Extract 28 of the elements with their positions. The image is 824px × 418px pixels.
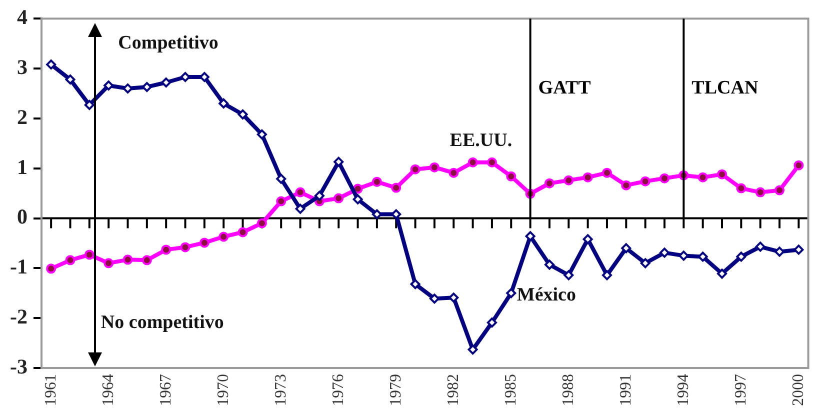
x-tick-label: 1982 <box>444 374 462 406</box>
x-tick-label: 2000 <box>790 374 807 406</box>
x-tick-label: 1991 <box>617 374 634 406</box>
x-tick-label: 1961 <box>42 374 60 406</box>
y-tick-label: 4 <box>16 5 28 30</box>
x-tick-label: 1964 <box>100 374 117 406</box>
y-tick-label: 0 <box>16 204 28 229</box>
x-tick-label: 1967 <box>157 374 174 406</box>
series-label: EE.UU. <box>450 130 512 151</box>
x-tick-label: 1979 <box>387 374 404 406</box>
y-tick-label: -3 <box>10 354 28 378</box>
x-tick-label: 1985 <box>502 374 520 406</box>
annotation: No competitivo <box>100 312 224 333</box>
x-tick-label: 1988 <box>560 374 577 406</box>
x-tick-label: 1976 <box>330 374 347 406</box>
annotation: Competitivo <box>118 32 218 54</box>
y-tick-label: 3 <box>16 54 28 79</box>
x-tick-label: 1994 <box>674 374 692 406</box>
x-tick-label: 1973 <box>272 374 290 406</box>
ref-line-label: GATT <box>538 77 592 98</box>
y-tick-label: 1 <box>16 154 28 179</box>
x-tick-label: 1997 <box>732 374 750 406</box>
x-tick-label: 1970 <box>214 374 232 406</box>
y-tick-label: 2 <box>16 104 28 129</box>
y-tick-label: -1 <box>10 254 28 279</box>
y-tick-label: -2 <box>10 304 28 329</box>
series-label: México <box>516 284 576 306</box>
ref-line-label: TLCAN <box>692 77 758 98</box>
